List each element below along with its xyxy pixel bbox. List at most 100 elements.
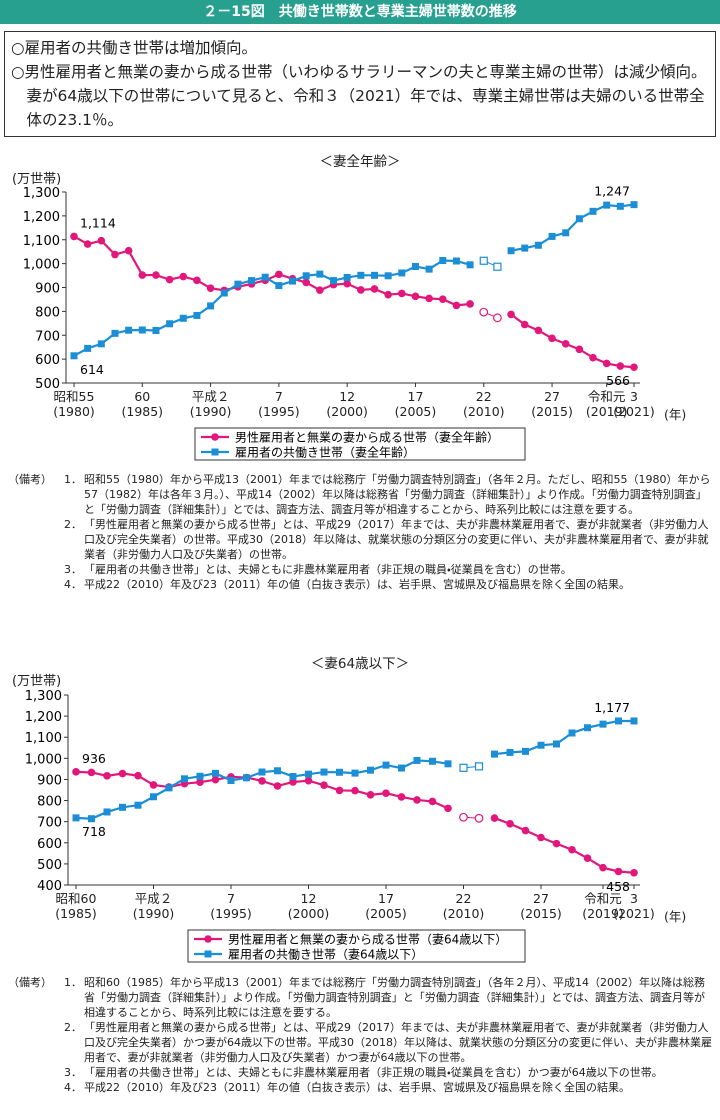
legend-box	[187, 929, 526, 963]
marker	[165, 784, 173, 792]
series-line	[73, 259, 471, 357]
marker	[425, 265, 433, 273]
value-label: 1,177	[594, 700, 630, 715]
note-item: 3． 「雇用者の共働き世帯」とは、夫婦ともに非農林業雇用者（非正規の職員・従業員を…	[64, 1065, 712, 1080]
marker	[384, 290, 392, 299]
x-tick-label: 3 (2021)	[613, 891, 655, 921]
notes-label: （備考）	[8, 976, 52, 989]
marker	[70, 352, 78, 360]
figure-title: ２－15図 共働き世帯数と専業主婦世帯数の推移	[0, 0, 720, 24]
marker	[97, 236, 106, 245]
marker	[248, 277, 256, 285]
marker	[138, 271, 147, 279]
marker	[125, 326, 133, 334]
y-tick-label: 800	[37, 795, 62, 810]
marker	[630, 363, 638, 372]
value-label: 936	[82, 751, 106, 766]
summary-box: ○雇用者の共働き世帯は増加傾向。 ○男性雇用者と無業の妻から成る世帯（いわゆるサ…	[4, 31, 716, 137]
marker	[119, 803, 126, 811]
x-tick-label: 12 (2000)	[326, 389, 368, 419]
marker	[111, 250, 119, 259]
marker	[275, 282, 283, 290]
marker	[72, 814, 80, 822]
x-axis-label: (年)	[664, 407, 687, 422]
marker	[413, 756, 421, 764]
note-number: 3．	[64, 1066, 82, 1079]
legend-label: 雇用者の共働き世帯（妻64歳以下）	[228, 948, 423, 962]
marker	[438, 295, 447, 303]
marker	[439, 257, 447, 265]
series-line	[510, 313, 635, 369]
marker	[522, 747, 529, 755]
marker	[575, 345, 584, 354]
notes-label: （備考）	[8, 473, 52, 486]
x-tick-label: 3 (2021)	[613, 389, 655, 419]
note-text: 「雇用者の共働き世帯」とは、夫婦ともに非農林業雇用者（非正規の職員・従業員を含む…	[84, 1066, 663, 1079]
value-label: 718	[82, 824, 106, 839]
x-tick-label: 27 (2015)	[520, 891, 562, 921]
note-item: 2． 「男性雇用者と無業の妻から成る世帯」とは、平成29（2017）年までは、夫が…	[64, 517, 712, 562]
marker	[599, 720, 607, 728]
marker	[603, 201, 611, 209]
marker	[491, 750, 498, 758]
chart-subtitle: ＜妻64歳以下＞	[310, 656, 410, 672]
marker	[357, 286, 365, 294]
legend-marker	[204, 935, 212, 943]
note-number: 3．	[64, 563, 82, 576]
marker	[490, 814, 499, 822]
marker	[589, 353, 597, 362]
marker	[602, 359, 611, 368]
marker	[343, 279, 351, 288]
marker	[479, 256, 488, 265]
marker	[134, 801, 142, 809]
value-label: 614	[80, 362, 104, 377]
y-tick-label: 1,100	[25, 731, 62, 746]
y-tick-label: 1,300	[23, 186, 60, 201]
note-number: 4．	[64, 1081, 82, 1094]
y-tick-label: 1,200	[23, 210, 60, 225]
marker	[150, 793, 157, 801]
y-axis-unit: (万世帯)	[12, 172, 62, 187]
marker	[289, 277, 297, 285]
y-tick-label: 500	[37, 858, 62, 873]
marker	[429, 757, 436, 765]
marker	[103, 772, 111, 780]
x-tick-label: 17 (2005)	[394, 389, 437, 419]
y-tick-label: 1,000	[25, 752, 62, 767]
marker	[351, 769, 359, 777]
series-line	[494, 817, 635, 874]
marker	[398, 764, 405, 772]
marker	[444, 760, 452, 768]
marker	[584, 724, 591, 732]
marker	[316, 270, 324, 278]
y-tick-label: 700	[37, 816, 62, 831]
x-tick-label: 令和元 (2019)	[585, 389, 628, 419]
x-tick-label: 昭和55 (1980)	[53, 389, 95, 419]
note-text: 昭和60（1985）年から平成13（2001）年までは総務庁「労働力調査特別調査…	[84, 976, 705, 1019]
marker	[630, 717, 638, 725]
x-tick-label: 22 (2010)	[462, 389, 505, 419]
marker	[124, 246, 133, 255]
marker	[616, 362, 625, 370]
marker	[474, 762, 484, 771]
marker	[384, 272, 392, 280]
marker	[320, 768, 328, 776]
marker	[181, 775, 188, 783]
marker	[243, 774, 250, 782]
y-tick-label: 700	[35, 329, 60, 344]
marker	[367, 766, 374, 774]
value-label: 566	[606, 373, 630, 388]
note-text: 「雇用者の共働き世帯」とは、夫婦ともに非農林業雇用者（非正規の職員・従業員を含む…	[84, 563, 572, 576]
note-text: 平成22（2010）年及び23（2011）年の値（白抜き表示）は、岩手県、宮城県…	[84, 1081, 630, 1094]
note-item: 4． 平成22（2010）年及び23（2011）年の値（白抜き表示）は、岩手県、宮…	[64, 1080, 712, 1095]
marker	[335, 786, 344, 795]
marker	[599, 863, 607, 872]
y-tick-label: 600	[37, 837, 62, 852]
marker	[548, 232, 556, 240]
note-text: 昭和55（1980）年から平成13（2001）年までは総務庁「労働力調査特別調査…	[84, 473, 711, 516]
note-number: 2．	[64, 1021, 82, 1034]
y-tick-label: 1,100	[23, 234, 60, 249]
marker	[103, 808, 111, 816]
marker	[411, 292, 420, 301]
x-tick-label: 7 (1995)	[258, 389, 300, 419]
